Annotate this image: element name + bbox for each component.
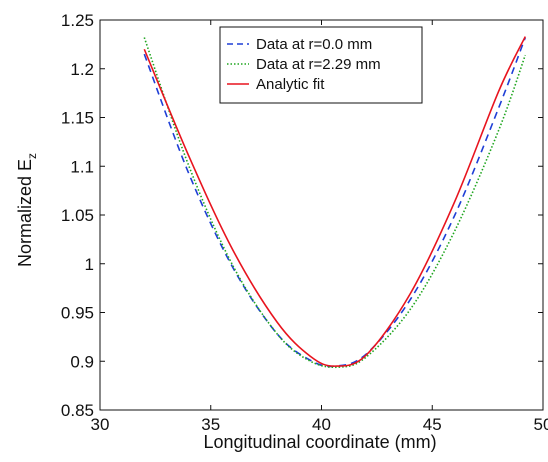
y-tick-label: 1.1 xyxy=(70,157,94,176)
y-tick-label: 1.05 xyxy=(61,206,94,225)
legend-label-fit: Analytic fit xyxy=(256,76,325,93)
legend-label-r229: Data at r=2.29 mm xyxy=(256,56,381,73)
y-tick-label: 1.2 xyxy=(70,60,94,79)
y-axis-label: Normalized Ez xyxy=(15,153,39,267)
y-axis-label-subscript: z xyxy=(25,153,39,159)
y-tick-label: 0.95 xyxy=(61,304,94,323)
legend-label-r0: Data at r=0.0 mm xyxy=(256,36,372,53)
y-axis-label-main: Normalized E xyxy=(15,159,35,267)
x-tick-label: 50 xyxy=(534,415,548,434)
y-tick-label: 1 xyxy=(85,255,94,274)
y-tick-label: 1.15 xyxy=(61,109,94,128)
y-tick-label: 0.9 xyxy=(70,352,94,371)
y-tick-label: 1.25 xyxy=(61,11,94,30)
legend: Data at r=0.0 mm Data at r=2.29 mm Analy… xyxy=(220,27,422,103)
y-tick-label: 0.85 xyxy=(61,401,94,420)
x-axis-label: Longitudinal coordinate (mm) xyxy=(203,432,436,452)
